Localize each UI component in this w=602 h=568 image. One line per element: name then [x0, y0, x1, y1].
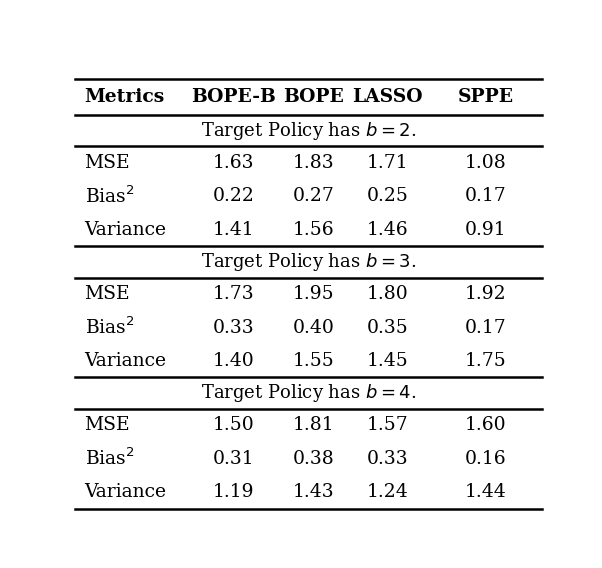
Text: 1.08: 1.08: [465, 154, 507, 172]
Text: BOPE: BOPE: [283, 88, 344, 106]
Text: 1.80: 1.80: [367, 285, 409, 303]
Text: Bias$^2$: Bias$^2$: [84, 448, 134, 470]
Text: 1.57: 1.57: [367, 416, 409, 435]
Text: Target Policy has $b = 4$.: Target Policy has $b = 4$.: [201, 382, 416, 404]
Text: Variance: Variance: [84, 220, 167, 239]
Text: 1.60: 1.60: [465, 416, 507, 435]
Text: 1.95: 1.95: [293, 285, 334, 303]
Text: 0.22: 0.22: [213, 187, 255, 205]
Text: 1.71: 1.71: [367, 154, 409, 172]
Text: 1.40: 1.40: [213, 352, 255, 370]
Text: 1.73: 1.73: [213, 285, 255, 303]
Text: 0.17: 0.17: [465, 187, 507, 205]
Text: MSE: MSE: [84, 285, 130, 303]
Text: 1.19: 1.19: [213, 483, 255, 501]
Text: Metrics: Metrics: [84, 88, 165, 106]
Text: 1.44: 1.44: [465, 483, 507, 501]
Text: 0.40: 0.40: [292, 319, 334, 336]
Text: 1.92: 1.92: [465, 285, 507, 303]
Text: 0.27: 0.27: [292, 187, 334, 205]
Text: 1.75: 1.75: [465, 352, 507, 370]
Text: 1.46: 1.46: [367, 220, 409, 239]
Text: Variance: Variance: [84, 352, 167, 370]
Text: 1.45: 1.45: [367, 352, 409, 370]
Text: SPPE: SPPE: [458, 88, 514, 106]
Text: 0.31: 0.31: [213, 450, 255, 467]
Text: Target Policy has $b = 3$.: Target Policy has $b = 3$.: [201, 251, 416, 273]
Text: 1.55: 1.55: [293, 352, 334, 370]
Text: LASSO: LASSO: [353, 88, 423, 106]
Text: 0.35: 0.35: [367, 319, 409, 336]
Text: 1.63: 1.63: [213, 154, 255, 172]
Text: 0.25: 0.25: [367, 187, 409, 205]
Text: 0.17: 0.17: [465, 319, 507, 336]
Text: Target Policy has $b = 2$.: Target Policy has $b = 2$.: [201, 120, 416, 141]
Text: 1.43: 1.43: [293, 483, 334, 501]
Text: MSE: MSE: [84, 154, 130, 172]
Text: BOPE-B: BOPE-B: [191, 88, 276, 106]
Text: Bias$^2$: Bias$^2$: [84, 186, 134, 207]
Text: Variance: Variance: [84, 483, 167, 501]
Text: 0.91: 0.91: [465, 220, 507, 239]
Text: 0.33: 0.33: [213, 319, 255, 336]
Text: 1.24: 1.24: [367, 483, 409, 501]
Text: MSE: MSE: [84, 416, 130, 435]
Text: 0.33: 0.33: [367, 450, 409, 467]
Text: 1.56: 1.56: [293, 220, 334, 239]
Text: Bias$^2$: Bias$^2$: [84, 317, 134, 339]
Text: 0.38: 0.38: [293, 450, 334, 467]
Text: 1.81: 1.81: [293, 416, 334, 435]
Text: 1.41: 1.41: [213, 220, 255, 239]
Text: 0.16: 0.16: [465, 450, 507, 467]
Text: 1.50: 1.50: [213, 416, 255, 435]
Text: 1.83: 1.83: [293, 154, 334, 172]
